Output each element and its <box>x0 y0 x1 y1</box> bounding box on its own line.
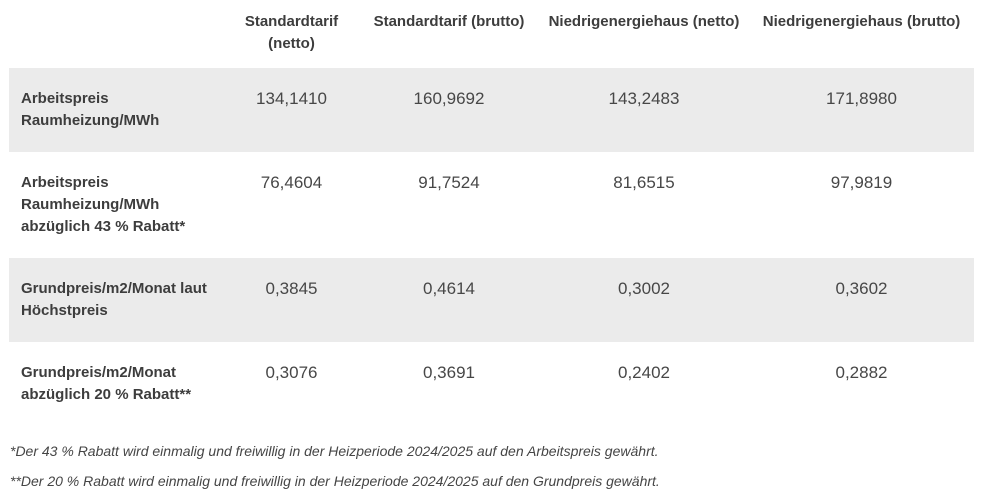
row-label: Grundpreis/m2/Monat abzüglich 20 % Rabat… <box>21 364 192 403</box>
value-cell: 0,3845 <box>265 279 318 298</box>
footnote-rabatt-20: **Der 20 % Rabatt wird einmalig und frei… <box>10 473 660 489</box>
price-table: Standardtarif (netto) Standardtarif (bru… <box>9 0 974 426</box>
value-cell: 143,2483 <box>608 89 680 108</box>
value-cell: 0,2882 <box>835 363 888 382</box>
column-header-standardtarif-brutto: Standardtarif (brutto) <box>373 13 525 30</box>
value-cell: 0,3602 <box>835 279 888 298</box>
value-cell: 160,9692 <box>413 89 485 108</box>
footnotes-section: *Der 43 % Rabatt wird einmalig und freiw… <box>9 442 974 490</box>
value-cell: 171,8980 <box>826 89 897 108</box>
column-header-niedrigenergiehaus-netto: Niedrigenergiehaus (netto) <box>548 13 740 30</box>
column-header-niedrigenergiehaus-brutto: Niedrigenergiehaus (brutto) <box>762 13 961 30</box>
footnote-rabatt-43: *Der 43 % Rabatt wird einmalig und freiw… <box>10 443 659 459</box>
table-row: Grundpreis/m2/Monat abzüglich 20 % Rabat… <box>9 342 974 426</box>
row-label: Arbeitspreis Raumheizung/MWh <box>21 90 160 129</box>
value-cell: 0,4614 <box>423 279 475 298</box>
value-cell: 134,1410 <box>256 89 327 108</box>
value-cell: 0,2402 <box>618 363 670 382</box>
value-cell: 0,3691 <box>423 363 475 382</box>
header-empty-cell <box>9 0 224 68</box>
row-label: Arbeitspreis Raumheizung/MWh abzüglich 4… <box>21 174 186 235</box>
value-cell: 76,4604 <box>260 173 323 192</box>
value-cell: 97,9819 <box>830 173 893 192</box>
header-row: Standardtarif (netto) Standardtarif (bru… <box>9 0 974 68</box>
table-row: Grundpreis/m2/Monat laut Höchstpreis 0,3… <box>9 258 974 342</box>
value-cell: 0,3076 <box>265 363 318 382</box>
table-row: Arbeitspreis Raumheizung/MWh abzüglich 4… <box>9 152 974 258</box>
value-cell: 0,3002 <box>618 279 670 298</box>
value-cell: 91,7524 <box>418 173 480 192</box>
row-label: Grundpreis/m2/Monat laut Höchstpreis <box>21 280 207 319</box>
value-cell: 81,6515 <box>613 173 675 192</box>
table-row: Arbeitspreis Raumheizung/MWh 134,1410 16… <box>9 68 974 152</box>
column-header-standardtarif-netto: Standardtarif (netto) <box>244 13 339 52</box>
